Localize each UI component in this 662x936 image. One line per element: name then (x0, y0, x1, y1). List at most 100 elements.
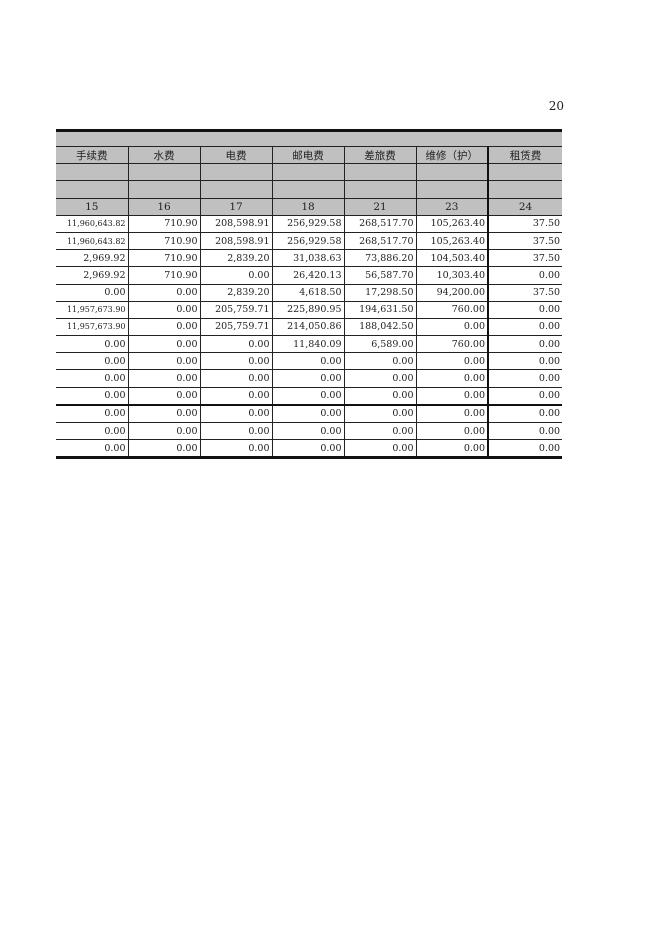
table-row-cell: 0.00 (127, 439, 201, 460)
table-row-cell: 208,598.91 (199, 231, 273, 251)
column-codes-cell: 18 (271, 197, 345, 216)
column-headers-cell: 邮电费 (271, 145, 345, 165)
blank-header-row-cell (415, 180, 489, 199)
column-headers-cell: 维修（护） (415, 145, 489, 165)
column-codes-cell: 24 (486, 197, 563, 216)
column-codes: 15 16 17 18 21 23 24 (56, 197, 563, 216)
column-headers-cell: 差旅费 (343, 145, 417, 165)
table-row-cell: 0.00 (415, 403, 489, 423)
blank-header-row (56, 180, 563, 199)
blank-header-row-cell (486, 180, 563, 199)
table-row-cell: 0.00 (127, 317, 201, 337)
column-codes-cell: 15 (56, 197, 129, 216)
table-row-cell: 11,840.09 (271, 335, 345, 354)
table-row-cell: 2,839.20 (199, 283, 273, 302)
table-row-cell: 0.00 (199, 352, 273, 371)
table-row-cell: 0.00 (199, 369, 273, 388)
table-row-cell: 37.50 (486, 283, 563, 302)
blank-header-row-cell (271, 163, 345, 182)
table-row-cell: 0.00 (199, 335, 273, 354)
blank-header-row-cell (199, 163, 273, 182)
table-row-cell: 0.00 (486, 300, 563, 319)
table-row-cell: 0.00 (486, 317, 563, 337)
table-row-cell: 0.00 (271, 352, 345, 371)
table-row-cell: 17,298.50 (343, 283, 417, 302)
table-row-cell: 0.00 (486, 421, 563, 441)
table-row-cell: 760.00 (415, 300, 489, 319)
table-row-cell: 37.50 (486, 214, 563, 233)
blank-header-row-cell (415, 163, 489, 182)
table-row-cell: 37.50 (486, 249, 563, 268)
table-row-cell: 105,263.40 (415, 214, 489, 233)
table-row-cell: 0.00 (486, 386, 563, 406)
column-headers-cell: 电费 (199, 145, 273, 165)
table-row-cell: 268,517.70 (343, 214, 417, 233)
table-row-cell: 0.00 (127, 421, 201, 441)
table-row-cell: 0.00 (343, 386, 417, 406)
table-row-cell: 0.00 (486, 335, 563, 354)
table-row-cell: 0.00 (343, 439, 417, 460)
blank-header-row-cell (343, 163, 417, 182)
table-row-cell: 104,503.40 (415, 249, 489, 268)
table-row-cell: 208,598.91 (199, 214, 273, 233)
table-row-cell: 0.00 (271, 403, 345, 423)
table-row-cell: 0.00 (127, 369, 201, 388)
table-row-cell: 0.00 (415, 439, 489, 460)
table-row-cell: 268,517.70 (343, 231, 417, 251)
table-row-cell: 205,759.71 (199, 317, 273, 337)
table-row-cell: 56,587.70 (343, 266, 417, 285)
table-row-cell: 0.00 (343, 421, 417, 441)
table-row-cell: 0.00 (199, 266, 273, 285)
table-row-cell: 0.00 (486, 266, 563, 285)
table-row: 0.00 0.00 0.00 0.00 0.00 0.00 0.00 (56, 386, 563, 406)
table-row-cell: 0.00 (271, 369, 345, 388)
table-row-cell: 0.00 (486, 352, 563, 371)
table-row-cell: 188,042.50 (343, 317, 417, 337)
table-row: 0.00 0.00 0.00 11,840.09 6,589.00 760.00 0.00 (56, 335, 563, 354)
column-codes-cell: 21 (343, 197, 417, 216)
table-row-cell: 0.00 (271, 439, 345, 460)
table-row-cell: 0.00 (56, 439, 129, 460)
column-headers: 手续费 水费 电费 邮电费 差旅费 维修（护） 租赁费 (56, 145, 563, 165)
table-row: 0.00 0.00 0.00 0.00 0.00 0.00 0.00 (56, 352, 563, 371)
table-row-cell: 0.00 (415, 369, 489, 388)
table-row-cell: 194,631.50 (343, 300, 417, 319)
column-headers-cell: 手续费 (56, 145, 129, 165)
blank-header-row-cell (199, 180, 273, 199)
blank-header-row-cell (271, 180, 345, 199)
table-row-cell: 10,303.40 (415, 266, 489, 285)
table-row-cell: 31,038.63 (271, 249, 345, 268)
table-row-cell: 0.00 (415, 421, 489, 441)
table-row-cell: 710.90 (127, 214, 201, 233)
expense-table: 手续费 水费 电费 邮电费 差旅费 维修（护） 租赁费 15 16 17 18 21 23 24 11,96… (56, 129, 563, 460)
table-row-cell: 0.00 (127, 352, 201, 371)
table-row-cell: 0.00 (343, 403, 417, 423)
table-row-cell: 11,957,673.90 (56, 317, 129, 337)
table-row-cell: 0.00 (415, 352, 489, 371)
column-codes-cell: 23 (415, 197, 489, 216)
column-headers-cell: 水费 (127, 145, 201, 165)
table-row-cell: 0.00 (56, 335, 129, 354)
table-row-cell: 0.00 (415, 386, 489, 406)
table-row-cell: 256,929.58 (271, 214, 345, 233)
table-row-cell: 205,759.71 (199, 300, 273, 319)
table-row-cell: 0.00 (56, 283, 129, 302)
table-row-cell: 0.00 (486, 439, 563, 460)
blank-header-row-cell (343, 180, 417, 199)
header-band (56, 129, 563, 147)
table-row-cell: 0.00 (56, 386, 129, 406)
table-row-cell: 0.00 (127, 403, 201, 423)
table-row-cell: 710.90 (127, 231, 201, 251)
table-row-cell: 256,929.58 (271, 231, 345, 251)
table-row-cell: 0.00 (56, 403, 129, 423)
table-row-cell: 26,420.13 (271, 266, 345, 285)
table-row-cell: 0.00 (127, 335, 201, 354)
blank-header-row-cell (56, 163, 129, 182)
table-row-cell: 0.00 (343, 369, 417, 388)
table-row-cell: 4,618.50 (271, 283, 345, 302)
table-row: 2,969.92 710.90 2,839.20 31,038.63 73,886.20… (56, 249, 563, 268)
table-row: 11,960,643.82 710.90 208,598.91 256,929.58 2… (56, 214, 563, 233)
table-row-cell: 0.00 (415, 317, 489, 337)
table-row-cell: 0.00 (56, 421, 129, 441)
